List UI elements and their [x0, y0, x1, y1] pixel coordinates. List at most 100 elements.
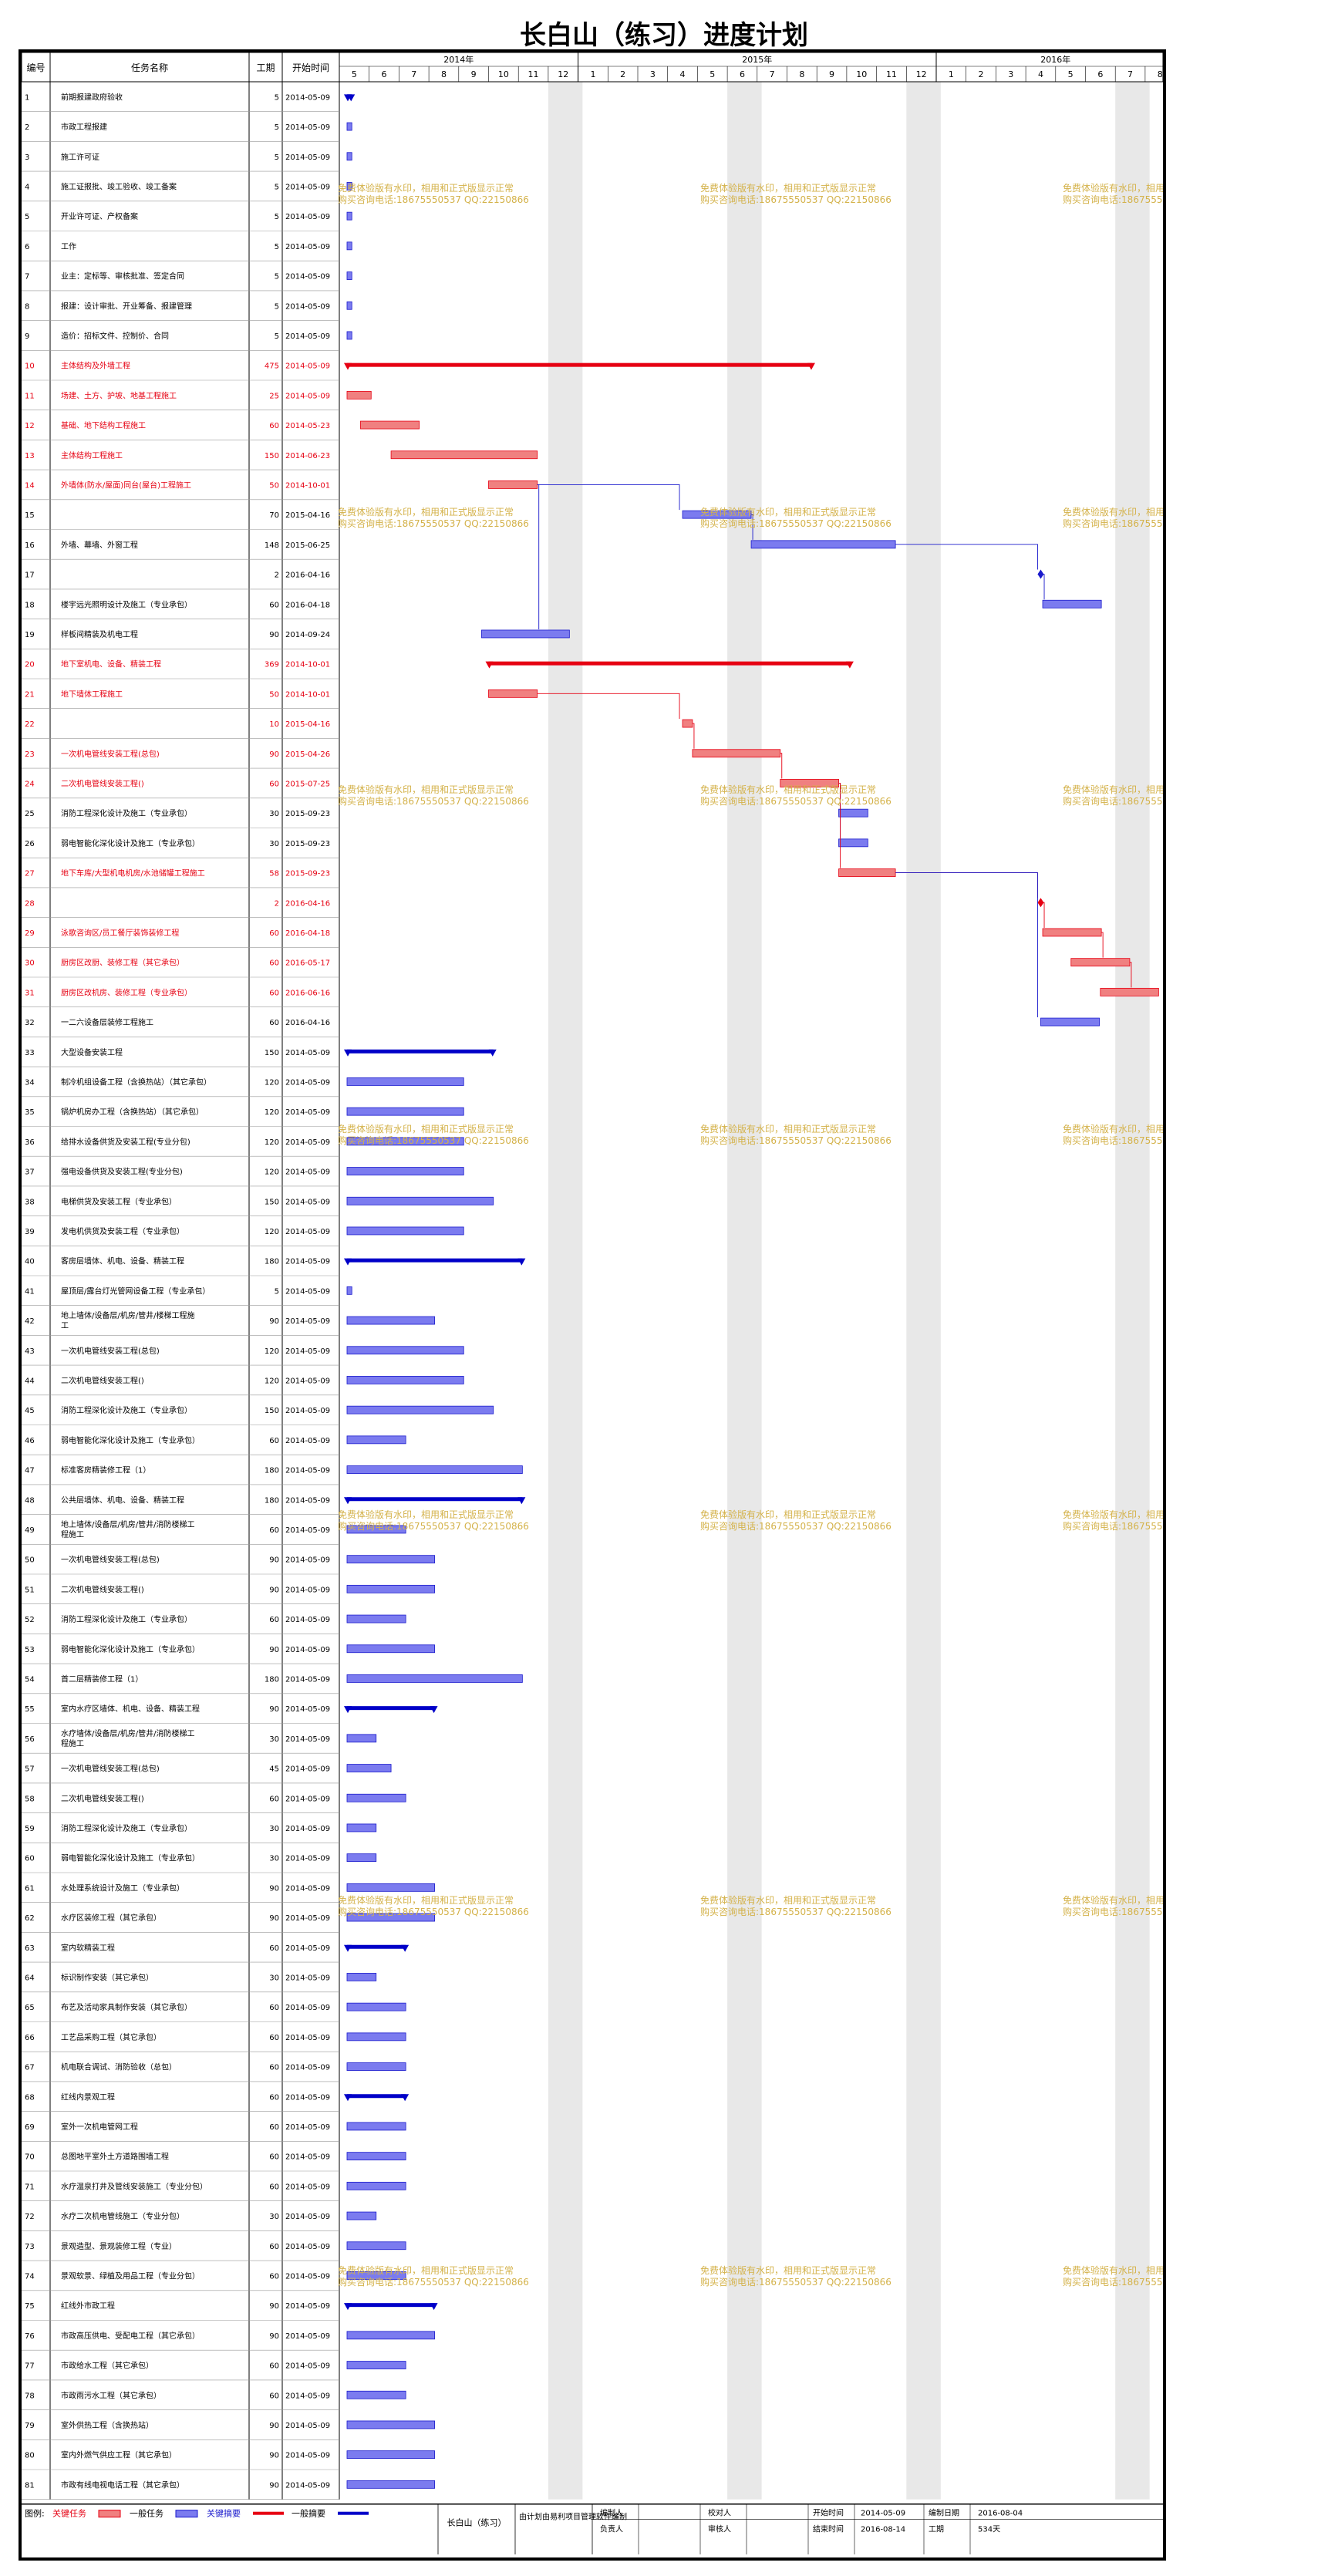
task-duration: 30: [269, 1735, 279, 1744]
task-duration: 369: [265, 661, 279, 669]
task-id: 32: [25, 1019, 35, 1027]
task-start: 2014-05-09: [285, 2332, 330, 2341]
legend-critical-summary-swatch: [253, 2511, 284, 2515]
task-bar: [346, 1226, 464, 1236]
task-name: 客房层墙体、机电、设备、精装工程: [61, 1256, 184, 1266]
watermark-line1: 免费体验版有水印，相用和正式版显示正常: [1063, 1123, 1163, 1135]
task-id: 3: [25, 153, 29, 162]
task-id: 79: [25, 2422, 35, 2430]
watermark-line1: 免费体验版有水印，相用和正式版显示正常: [1063, 1509, 1163, 1520]
task-id: 48: [25, 1496, 35, 1505]
task-start: 2014-05-09: [285, 1287, 330, 1296]
footer-edit-date-label: 编制日期: [929, 2508, 959, 2518]
task-bar: [346, 2420, 435, 2429]
task-bar: [346, 2211, 377, 2220]
task-bar: [346, 1405, 494, 1414]
task-duration: 58: [269, 870, 279, 878]
footer-owner-label: 负责人: [600, 2524, 623, 2534]
summary-bar: [346, 1049, 494, 1054]
task-bar: [346, 1525, 406, 1534]
task-bar: [346, 331, 352, 340]
dependency-link: [780, 753, 783, 779]
summary-start-cap: [343, 1944, 352, 1952]
task-id: 10: [25, 362, 35, 371]
task-name: 室外供热工程（含换热站）: [61, 2420, 153, 2430]
task-start: 2014-05-09: [285, 2004, 330, 2012]
task-id: 12: [25, 422, 35, 430]
task-start: 2014-05-23: [285, 422, 330, 430]
task-start: 2014-05-09: [285, 2183, 330, 2191]
task-start: 2014-05-09: [285, 123, 330, 132]
task-duration: 30: [269, 1974, 279, 1982]
dependency-link: [537, 693, 680, 720]
task-duration: 45: [269, 1765, 279, 1774]
task-duration: 60: [269, 1795, 279, 1803]
task-duration: 50: [269, 481, 279, 490]
task-bar: [346, 1674, 523, 1683]
task-id: 45: [25, 1407, 35, 1415]
task-bar: [346, 2450, 435, 2460]
task-name: 工艺品采购工程（其它承包）: [61, 2032, 161, 2042]
task-start: 2014-05-09: [285, 1407, 330, 1415]
watermark-line2: 购买咨询电话:18675550537 QQ:22150866: [338, 194, 529, 205]
task-id: 11: [25, 392, 35, 400]
task-bar: [346, 2062, 406, 2071]
task-duration: 60: [269, 2004, 279, 2012]
task-id: 20: [25, 661, 35, 669]
task-start: 2014-05-09: [285, 1616, 330, 1624]
task-name: 地上墙体/设备层/机房/管井/楼梯工程施: [61, 1310, 194, 1320]
critical-task-bar: [692, 749, 781, 758]
task-id: 5: [25, 213, 29, 221]
month-label: 8: [799, 69, 804, 79]
watermark-line1: 免费体验版有水印，相用和正式版显示正常: [1063, 506, 1163, 518]
shade-band: [906, 82, 941, 2500]
task-id: 69: [25, 2123, 35, 2132]
task-id: 14: [25, 481, 35, 490]
task-id: 16: [25, 541, 35, 550]
task-id: 46: [25, 1437, 35, 1445]
task-start: 2016-04-16: [285, 1019, 330, 1027]
task-id: 66: [25, 2034, 35, 2042]
critical-task-bar: [360, 420, 420, 430]
summary-end-cap: [488, 1049, 497, 1057]
task-duration: 120: [265, 1347, 279, 1356]
task-name: 弱电智能化深化设计及施工（专业承包）: [61, 1435, 200, 1445]
watermark-line2: 购买咨询电话:18675550537 QQ:22150866: [700, 1906, 892, 1917]
task-start: 2015-07-25: [285, 780, 330, 788]
summary-end-cap: [517, 1497, 526, 1505]
watermark-line2: 购买咨询电话:18675550537 QQ:22150866: [1063, 1906, 1163, 1917]
task-bar: [346, 1107, 464, 1116]
task-duration: 5: [275, 123, 279, 132]
task-start: 2014-05-09: [285, 1347, 330, 1356]
task-id: 59: [25, 1825, 35, 1833]
task-start: 2014-05-09: [285, 1765, 330, 1774]
task-bar: [346, 1973, 377, 1981]
task-start: 2014-10-01: [285, 690, 330, 699]
task-name: 红线内景观工程: [61, 2092, 115, 2102]
task-name: 市政给水工程（其它承包）: [61, 2361, 153, 2371]
task-start: 2014-05-09: [285, 2422, 330, 2430]
task-id: 34: [25, 1078, 35, 1087]
task-name: 室内外燃气供应工程（其它承包）: [61, 2450, 177, 2460]
summary-bar: [488, 661, 851, 666]
task-name: 水处理系统设计及施工（专业承包）: [61, 1883, 184, 1893]
dependency-link: [1043, 574, 1045, 600]
task-start: 2014-05-09: [285, 1467, 330, 1475]
task-name: 一次机电管线安装工程(总包): [61, 1555, 160, 1565]
task-name: 标准客房精装修工程（1）: [61, 1465, 150, 1475]
task-id: 30: [25, 959, 35, 968]
task-id: 51: [25, 1586, 35, 1594]
task-duration: 50: [269, 690, 279, 699]
task-name: 大型设备安装工程: [61, 1047, 123, 1057]
watermark-line1: 免费体验版有水印，相用和正式版显示正常: [338, 1894, 514, 1906]
task-duration: 30: [269, 2213, 279, 2221]
task-name: 业主：定标等、审核批准、签定合同: [61, 271, 184, 282]
watermark-line2: 购买咨询电话:18675550537 QQ:22150866: [1063, 1135, 1163, 1146]
task-duration: 5: [275, 302, 279, 311]
task-duration: 60: [269, 2123, 279, 2132]
footer-auditor-label: 审核人: [708, 2524, 731, 2534]
task-name: 场建、土方、护坡、地基工程施工: [61, 390, 177, 400]
task-bar: [346, 2331, 435, 2340]
task-start: 2014-05-09: [285, 1855, 330, 1863]
watermark-line2: 购买咨询电话:18675550537 QQ:22150866: [338, 795, 529, 807]
